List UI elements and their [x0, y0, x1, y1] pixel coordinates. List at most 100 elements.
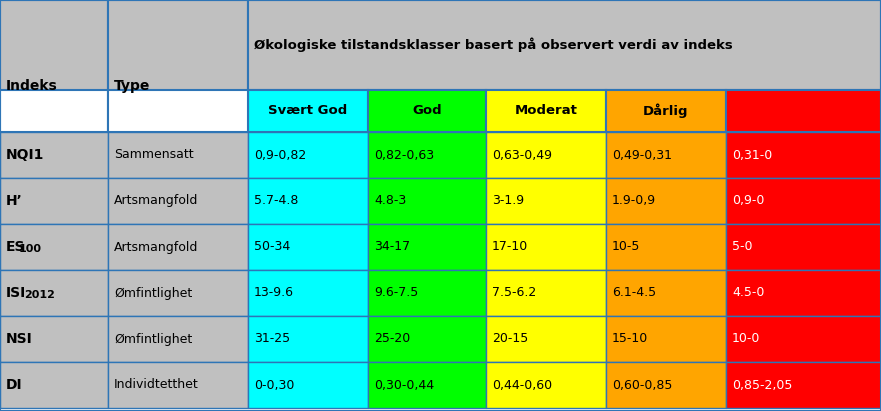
Bar	[606, 178, 726, 224]
Bar	[606, 224, 726, 270]
Bar	[726, 132, 881, 178]
Bar	[108, 316, 248, 362]
Bar	[486, 178, 606, 224]
Text: 5.7-4.8: 5.7-4.8	[254, 194, 299, 208]
Bar	[0, 132, 108, 178]
Text: 100: 100	[19, 244, 41, 254]
Bar	[486, 132, 606, 178]
Text: 0,31-0: 0,31-0	[732, 148, 773, 162]
Bar	[606, 362, 726, 408]
Bar	[726, 362, 881, 408]
Bar	[248, 0, 881, 90]
Text: Dårlig: Dårlig	[643, 104, 689, 118]
Text: Individtetthet: Individtetthet	[114, 379, 199, 392]
Bar	[606, 132, 726, 178]
Text: DI: DI	[6, 378, 23, 392]
Bar	[368, 90, 486, 132]
Text: 31-25: 31-25	[254, 332, 290, 346]
Text: 9.6-7.5: 9.6-7.5	[374, 286, 418, 300]
Text: Type: Type	[114, 79, 151, 93]
Text: NSI: NSI	[6, 332, 33, 346]
Bar	[108, 90, 248, 132]
Bar	[606, 90, 726, 132]
Text: 10-0: 10-0	[732, 332, 760, 346]
Text: Indeks: Indeks	[6, 79, 58, 93]
Bar	[606, 316, 726, 362]
Text: 0,49-0,31: 0,49-0,31	[612, 148, 672, 162]
Text: 10-5: 10-5	[612, 240, 640, 254]
Text: Svært Dårlig: Svært Dårlig	[756, 104, 851, 118]
Text: 0,60-0,85: 0,60-0,85	[612, 379, 672, 392]
Text: 0,82-0,63: 0,82-0,63	[374, 148, 434, 162]
Text: 1.9-0,9: 1.9-0,9	[612, 194, 656, 208]
Text: 0,9-0: 0,9-0	[732, 194, 765, 208]
Text: 5-0: 5-0	[732, 240, 752, 254]
Bar	[486, 362, 606, 408]
Bar	[248, 316, 368, 362]
Bar	[368, 224, 486, 270]
Bar	[0, 224, 108, 270]
Bar	[108, 0, 248, 132]
Text: 17-10: 17-10	[492, 240, 529, 254]
Text: ES: ES	[6, 240, 26, 254]
Bar	[368, 270, 486, 316]
Bar	[486, 316, 606, 362]
Bar	[726, 270, 881, 316]
Text: 0,44-0,60: 0,44-0,60	[492, 379, 552, 392]
Text: 50-34: 50-34	[254, 240, 290, 254]
Text: NQI1: NQI1	[6, 148, 44, 162]
Bar	[248, 178, 368, 224]
Bar	[248, 270, 368, 316]
Bar	[108, 224, 248, 270]
Text: 0,9-0,82: 0,9-0,82	[254, 148, 307, 162]
Bar	[726, 178, 881, 224]
Text: 0,30-0,44: 0,30-0,44	[374, 379, 434, 392]
Text: Økologiske tilstandsklasser basert på observert verdi av indeks: Økologiske tilstandsklasser basert på ob…	[254, 38, 733, 52]
Bar	[248, 224, 368, 270]
Bar	[248, 132, 368, 178]
Text: 3-1.9: 3-1.9	[492, 194, 524, 208]
Text: 20-15: 20-15	[492, 332, 529, 346]
Text: H’: H’	[6, 194, 23, 208]
Text: 15-10: 15-10	[612, 332, 648, 346]
Bar	[108, 132, 248, 178]
Text: 25-20: 25-20	[374, 332, 411, 346]
Text: ISI: ISI	[6, 286, 26, 300]
Text: Artsmangfold: Artsmangfold	[114, 240, 198, 254]
Bar	[368, 316, 486, 362]
Text: Ømfintlighet: Ømfintlighet	[114, 332, 192, 346]
Bar	[248, 90, 368, 132]
Bar	[0, 316, 108, 362]
Bar	[0, 270, 108, 316]
Bar	[368, 362, 486, 408]
Text: 13-9.6: 13-9.6	[254, 286, 294, 300]
Bar	[108, 362, 248, 408]
Bar	[0, 178, 108, 224]
Bar	[248, 362, 368, 408]
Bar	[486, 90, 606, 132]
Bar	[726, 90, 881, 132]
Bar	[0, 0, 108, 132]
Bar	[368, 178, 486, 224]
Bar	[486, 270, 606, 316]
Text: 2012: 2012	[25, 290, 56, 300]
Text: Sammensatt: Sammensatt	[114, 148, 194, 162]
Text: 4.5-0: 4.5-0	[732, 286, 765, 300]
Text: 34-17: 34-17	[374, 240, 411, 254]
Bar	[368, 132, 486, 178]
Bar	[606, 270, 726, 316]
Text: God: God	[412, 104, 441, 118]
Bar	[486, 224, 606, 270]
Text: Artsmangfold: Artsmangfold	[114, 194, 198, 208]
Text: 0-0,30: 0-0,30	[254, 379, 294, 392]
Bar	[108, 270, 248, 316]
Text: 6.1-4.5: 6.1-4.5	[612, 286, 656, 300]
Text: Ømfintlighet: Ømfintlighet	[114, 286, 192, 300]
Text: Svært God: Svært God	[269, 104, 348, 118]
Bar	[108, 178, 248, 224]
Text: 4.8-3: 4.8-3	[374, 194, 406, 208]
Bar	[726, 316, 881, 362]
Text: 0,63-0,49: 0,63-0,49	[492, 148, 552, 162]
Bar	[726, 224, 881, 270]
Text: Moderat: Moderat	[515, 104, 577, 118]
